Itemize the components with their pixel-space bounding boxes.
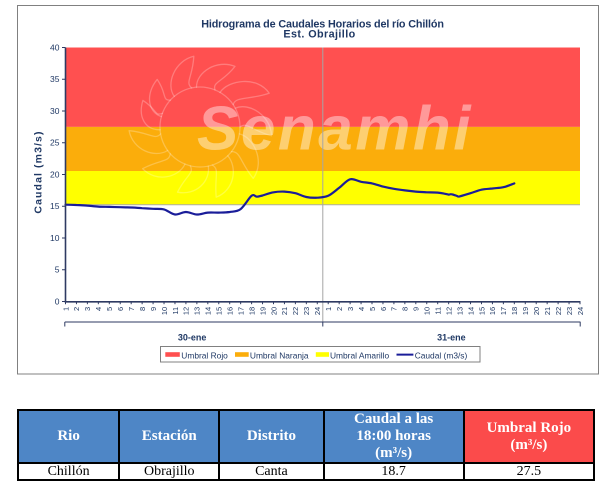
svg-text:15: 15 [215,307,224,315]
svg-text:Hidrograma de Caudales Horario: Hidrograma de Caudales Horarios del río … [201,18,444,30]
svg-text:3: 3 [346,307,355,311]
svg-text:14: 14 [466,307,475,315]
svg-text:Est. Obrajillo: Est. Obrajillo [283,29,355,41]
svg-text:Senamhi: Senamhi [197,95,473,164]
svg-text:10: 10 [160,307,169,315]
svg-text:6: 6 [116,307,125,311]
svg-text:13: 13 [193,307,202,315]
svg-text:2: 2 [72,307,81,311]
svg-text:4: 4 [94,307,103,311]
svg-text:14: 14 [204,307,213,315]
svg-text:40: 40 [50,42,60,52]
svg-text:13: 13 [455,307,464,315]
svg-text:24: 24 [576,307,585,315]
svg-text:16: 16 [488,307,497,315]
svg-text:20: 20 [269,307,278,315]
svg-text:4: 4 [357,307,366,311]
svg-text:12: 12 [444,307,453,315]
svg-text:Umbral Amarillo: Umbral Amarillo [330,350,389,360]
svg-text:8: 8 [401,307,410,311]
svg-text:8: 8 [138,307,147,311]
svg-text:5: 5 [55,265,60,275]
svg-text:17: 17 [236,307,245,315]
svg-text:10: 10 [50,233,60,243]
svg-text:15: 15 [477,307,486,315]
svg-text:17: 17 [499,307,508,315]
svg-text:20: 20 [50,169,60,179]
svg-text:22: 22 [291,307,300,315]
svg-text:11: 11 [171,307,180,315]
svg-text:1: 1 [61,307,70,311]
svg-text:22: 22 [554,307,563,315]
svg-text:15: 15 [50,201,60,211]
svg-text:5: 5 [105,307,114,311]
svg-text:11: 11 [433,307,442,315]
svg-text:31-ene: 31-ene [437,332,466,342]
svg-text:25: 25 [50,138,60,148]
svg-text:9: 9 [149,307,158,311]
svg-text:2: 2 [335,307,344,311]
svg-text:Caudal (m3/s): Caudal (m3/s) [415,350,468,360]
svg-text:23: 23 [302,307,311,315]
svg-text:30-ene: 30-ene [178,332,207,342]
svg-text:6: 6 [379,307,388,311]
svg-text:Umbral Naranja: Umbral Naranja [250,350,309,360]
svg-text:Umbral Rojo: Umbral Rojo [181,350,228,360]
svg-text:19: 19 [521,307,530,315]
svg-text:7: 7 [390,307,399,311]
svg-text:24: 24 [313,307,322,315]
svg-text:23: 23 [565,307,574,315]
svg-text:7: 7 [127,307,136,311]
svg-text:18: 18 [247,307,256,315]
svg-text:18: 18 [510,307,519,315]
svg-text:0: 0 [55,296,60,306]
svg-text:5: 5 [368,307,377,311]
svg-text:10: 10 [423,307,432,315]
svg-text:20: 20 [532,307,541,315]
svg-text:3: 3 [83,307,92,311]
svg-text:Caudal (m3/s): Caudal (m3/s) [33,130,45,213]
svg-text:35: 35 [50,74,60,84]
svg-text:12: 12 [182,307,191,315]
svg-text:1: 1 [324,307,333,311]
svg-text:16: 16 [226,307,235,315]
svg-text:19: 19 [258,307,267,315]
svg-text:30: 30 [50,106,60,116]
svg-text:21: 21 [543,307,552,315]
svg-text:9: 9 [412,307,421,311]
svg-text:21: 21 [280,307,289,315]
